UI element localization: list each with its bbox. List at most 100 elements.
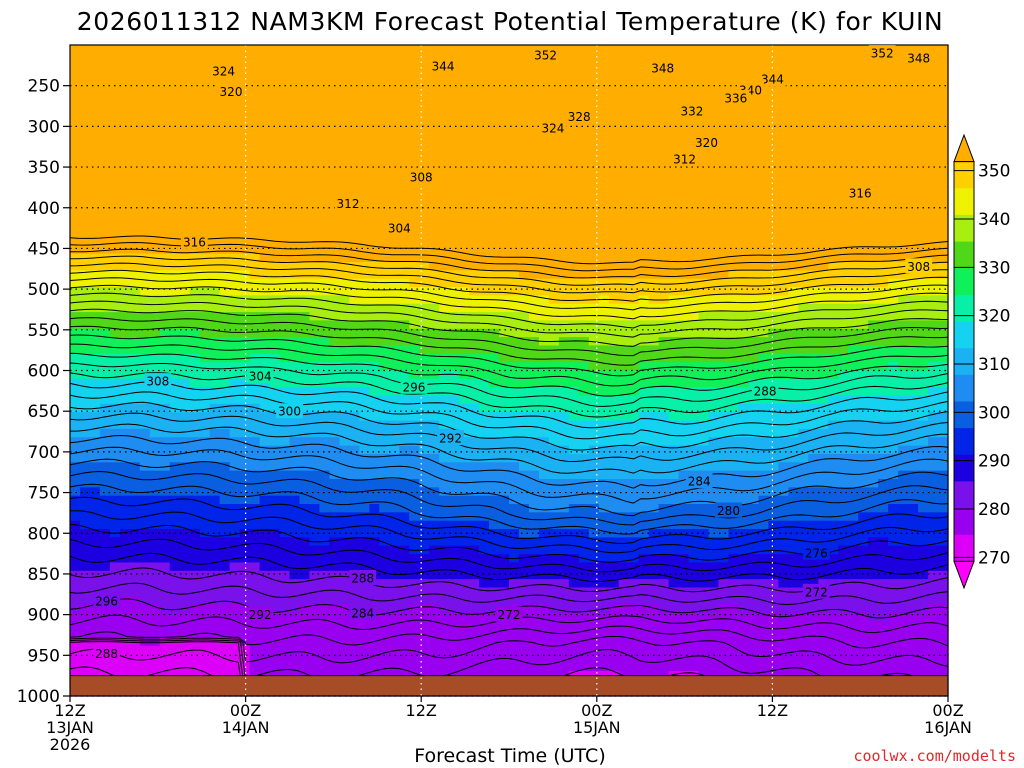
field-cell [179,278,191,288]
field-cell [479,620,490,630]
field-cell [339,453,350,463]
field-cell [279,370,291,380]
field-cell [99,378,111,388]
field-cell [419,95,430,105]
field-cell [129,395,141,405]
field-cell [129,303,141,313]
field-cell [459,604,470,614]
field-cell [678,161,690,171]
field-cell [479,153,490,163]
field-cell [379,328,390,338]
field-cell [558,203,570,213]
field-cell [588,153,600,163]
field-cell [119,378,131,388]
field-cell [159,245,171,255]
field-cell [638,203,650,213]
field-cell [558,178,570,188]
field-cell [99,228,111,238]
field-cell [189,595,201,605]
field-cell [79,86,91,96]
field-cell [279,645,291,655]
field-cell [608,128,620,138]
field-cell [349,428,360,438]
field-cell [249,570,261,580]
field-cell [658,220,670,230]
field-cell [558,570,570,580]
field-cell [239,487,251,497]
field-cell [499,353,510,363]
field-cell [319,645,331,655]
field-cell [698,462,710,472]
field-cell [399,178,410,188]
field-cell [518,211,530,221]
field-cell [179,270,191,280]
field-cell [329,595,340,605]
field-cell [678,195,690,205]
field-cell [558,111,570,121]
field-cell [698,70,710,79]
field-cell [89,362,101,372]
field-cell [489,504,500,513]
field-cell [89,453,101,463]
field-cell [528,512,540,522]
field-cell [648,479,660,488]
field-cell [249,228,261,238]
field-cell [369,136,380,146]
field-cell [518,253,530,263]
field-cell [638,70,650,79]
field-cell [528,629,540,639]
field-cell [259,420,271,430]
field-cell [479,629,490,639]
field-cell [89,287,101,296]
field-cell [489,61,500,71]
field-cell [598,312,610,322]
field-cell [109,587,121,597]
field-cell [329,579,340,589]
field-cell [379,95,390,105]
field-cell [369,211,380,221]
field-cell [349,562,360,572]
field-cell [249,78,261,88]
field-cell [119,537,131,547]
field-cell [209,412,221,422]
field-cell [638,195,650,205]
field-cell [548,236,560,246]
field-cell [99,612,111,622]
field-cell [429,637,440,647]
field-cell [688,504,700,513]
field-cell [109,395,121,405]
field-cell [369,153,380,163]
field-cell [578,170,590,180]
field-cell [509,387,520,397]
field-cell [588,370,600,380]
field-cell [339,337,350,347]
field-cell [528,378,540,388]
field-cell [479,370,490,380]
field-cell [389,370,400,380]
field-cell [329,278,340,288]
field-cell [518,170,530,180]
field-cell [89,111,101,121]
field-cell [319,70,331,79]
field-cell [89,103,101,113]
field-cell [99,103,111,113]
field-cell [518,178,530,188]
field-cell [678,211,690,221]
field-cell [509,645,520,655]
field-cell [439,545,450,555]
field-cell [119,295,131,305]
field-cell [499,345,510,355]
field-cell [89,353,101,363]
field-cell [648,520,660,530]
field-cell [419,570,430,580]
field-cell [548,270,560,280]
field-cell [479,61,490,71]
field-cell [309,220,321,230]
field-cell [379,470,390,480]
field-cell [489,111,500,121]
field-cell [349,295,360,305]
field-cell [489,86,500,96]
field-cell [479,428,490,438]
field-cell [698,537,710,547]
field-cell [678,512,690,522]
